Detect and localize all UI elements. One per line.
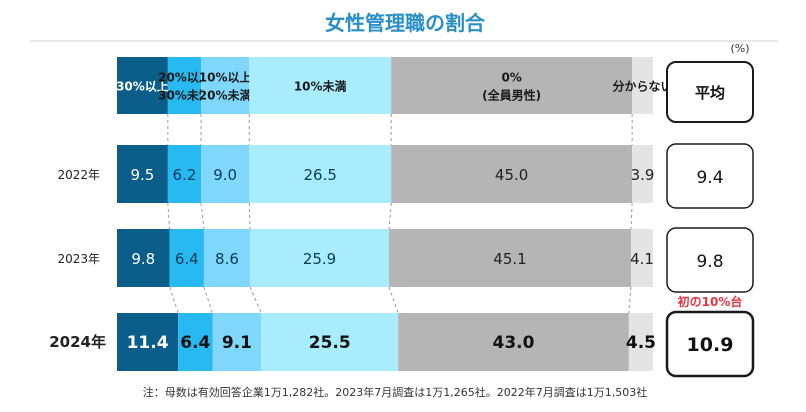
legend-label: 30%以上 [116,79,169,94]
legend-swatch [167,57,202,114]
connector-line [388,286,399,314]
legend-label: 20%以上 [158,70,211,85]
legend-swatch [391,57,633,114]
bar-segment [201,145,250,203]
connector-line [630,202,633,230]
bar-value-label: 4.1 [630,250,654,268]
bar-value-label: 6.4 [180,333,210,353]
bar-segment [167,145,202,203]
legend-swatch [201,57,250,114]
legend-label: 分からない [613,79,673,94]
bar-value-label: 25.5 [309,333,351,353]
legend-label: 10%以上 [199,70,252,85]
bar-segment [261,313,399,371]
bar-value-label: 11.4 [127,333,169,353]
bar-segment [249,145,392,203]
year-label: 2023年 [57,252,100,266]
legend-label: 10%未満 [294,79,347,94]
bar-value-label: 43.0 [493,333,535,353]
connector-line [169,286,179,314]
average-value-label: 10.9 [687,334,734,356]
connector-line [203,286,213,314]
connector-line [167,202,171,230]
legend-label: (全員男性) [482,88,541,103]
connector-line [248,202,251,230]
legend-swatch [632,57,653,114]
connector-line [249,286,262,314]
connector-line [628,286,632,314]
year-label: 2022年 [57,168,100,182]
legend-label: 30%未満 [158,88,211,103]
bar-segment [169,229,204,287]
bar-value-label: 45.0 [495,166,528,184]
bar-value-label: 6.2 [173,166,197,184]
bar-segment [391,145,633,203]
chart-title: 女性管理職の割合 [325,11,486,35]
legend-swatch [249,57,392,114]
bar-segment [628,313,653,371]
bar-value-label: 4.5 [626,333,656,353]
average-value-label: 9.8 [696,252,723,272]
callout-label: 初の10%台 [678,294,743,309]
bar-value-label: 8.6 [215,250,239,268]
connector-lines [167,114,633,314]
average-header-label: 平均 [695,84,725,102]
footnote: 注：母数は有効回答企業1万1,282社。2023年7月調査は1万1,265社。2… [143,385,647,399]
bar-value-label: 6.4 [175,250,199,268]
legend-label: 0% [501,71,521,85]
bar-value-label: 9.5 [131,166,155,184]
bar-segment [117,145,168,203]
average-header-box [666,61,754,123]
bar-segment [631,229,653,287]
bar-value-label: 9.8 [131,250,155,268]
bar-value-label: 45.1 [493,250,526,268]
average-value-box [665,310,755,378]
bar-segment [389,229,632,287]
bar-value-label: 26.5 [304,166,337,184]
bars: 2022年 9.5 6.2 9.0 26.5 45.0 3.9 2023年 9.8 6.4 8.6 2… [49,145,656,371]
bar-value-label: 3.9 [631,166,655,184]
bar-value-label: 9.1 [222,333,252,353]
connector-line [388,202,392,230]
bar-segment [250,229,390,287]
average-value-box [666,227,754,293]
unit-label: (%) [730,42,749,55]
connector-line [200,202,205,230]
average-value-box [666,143,754,209]
average-column: 平均 9.4 9.8 10.9 [665,61,755,378]
bar-segment [632,145,653,203]
bar-segment [178,313,213,371]
legend-label: 20%未満 [199,88,252,103]
bar-segment [117,229,170,287]
bar-value-label: 25.9 [303,250,336,268]
bar-segment [117,313,179,371]
bar-segment [203,229,251,287]
bar-segment [212,313,262,371]
average-value-label: 9.4 [696,168,723,188]
legend-swatch [117,57,168,114]
year-label: 2024年 [49,333,106,351]
bar-segment [398,313,629,371]
bar-value-label: 9.0 [213,166,237,184]
